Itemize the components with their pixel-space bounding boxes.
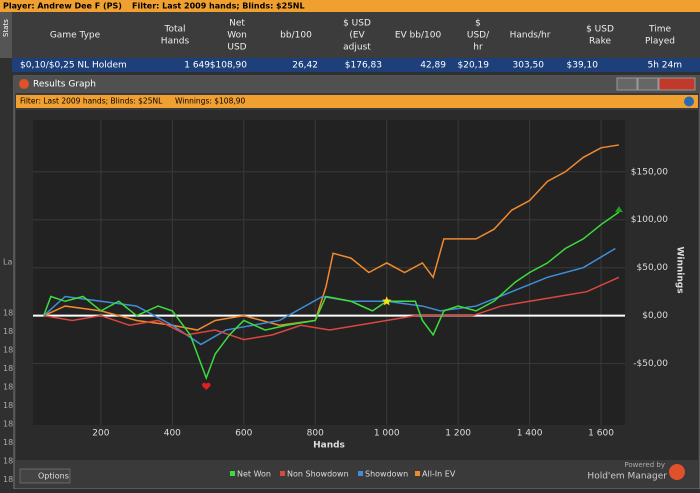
legend-swatch [415,471,420,476]
options-label: Options [38,472,69,481]
column-header: USD/ [467,31,490,41]
column-header: Hands/hr [510,31,551,41]
y-tick-label: $0,00 [642,311,668,321]
column-header: Total [163,25,185,35]
table-cell: $176,83 [345,61,382,71]
column-header: EV bb/100 [395,31,442,41]
column-header: Hands [161,37,190,47]
table-cell: $0,10/$0,25 NL Holdem [20,61,127,71]
x-tick-label: 1 200 [445,429,471,439]
y-tick-label: $150,00 [631,167,668,177]
column-header: Net [229,19,245,29]
column-header: $ [475,19,481,29]
dynamic: Game Type Total Hands Net Won USD bb/100 $ USD (… [3,19,685,485]
left-fragment: 18 [3,457,13,466]
column-header: $ USD [586,25,614,35]
table-cell: 42,89 [420,61,446,71]
column-header: Won [227,31,247,41]
left-fragment: 18 [3,327,13,336]
table-header [0,12,700,58]
column-header: Rake [589,37,611,47]
app-icon [19,79,29,89]
window-filter: Filter: Last 2009 hands; Blinds: $25NL [20,97,163,106]
table-cell: 1 649 [184,61,210,71]
left-fragment: 18 [3,309,13,318]
close-button[interactable] [658,77,696,91]
column-header: hr [473,43,483,53]
legend-swatch [230,471,235,476]
legend-label: Net Won [237,470,271,479]
side-tab[interactable] [0,12,12,58]
x-tick-label: 400 [164,429,181,439]
y-tick-label: $50,00 [637,263,669,273]
powered-by: Powered by [624,461,665,469]
y-axis-label: Winnings [675,246,685,293]
left-fragment: 18 [3,401,13,410]
legend-label: Non Showdown [287,470,349,479]
window-filter-bar [16,95,698,108]
legend-swatch [358,471,363,476]
left-fragment: 18 [3,420,13,429]
x-axis-label: Hands [313,441,345,451]
top-bar [0,0,700,12]
top-filter: Filter: Last 2009 hands; Blinds: $25NL [132,2,305,11]
column-header: Played [645,37,675,47]
column-header: adjust [343,43,371,53]
column-header: $ USD [343,19,371,29]
left-fragment: 18 [3,346,13,355]
y-tick-label: $100,00 [631,215,668,225]
help-button[interactable] [684,96,694,107]
legend-label: Showdown [365,470,408,479]
brand-logo [669,464,685,480]
maximize-button[interactable] [637,77,659,91]
table-cell: $20,19 [458,61,490,71]
x-tick-label: 1 000 [374,429,400,439]
left-fragment: 18 [3,364,13,373]
column-header: bb/100 [280,31,312,41]
table-cell: $39,10 [567,61,599,71]
column-header: Time [648,25,671,35]
x-tick-label: 200 [92,429,109,439]
left-fragment: 18 [3,383,13,392]
table-cell: 303,50 [513,61,545,71]
x-tick-label: 1 400 [517,429,543,439]
player: Player: Andrew Dee F (PS) [3,2,122,11]
table-cell: 26,42 [292,61,318,71]
options-button[interactable] [19,468,71,484]
selected-row[interactable] [12,58,700,72]
left-fragment: 18 [3,438,13,447]
table-cell: $108,90 [210,61,247,71]
minimize-button[interactable] [616,77,638,91]
min-marker [202,382,211,391]
star-marker [381,296,392,306]
column-header: (EV [349,31,365,41]
column-header: USD [227,43,246,53]
legend-swatch [280,471,285,476]
window-winnings: Winnings: $108,90 [175,97,246,106]
left-fragment: La [3,258,12,267]
x-tick-label: 800 [307,429,324,439]
column-header: Game Type [50,31,101,41]
y-tick-label: -$50,00 [633,359,668,369]
side-tab-label: Stats [2,19,10,37]
window-title: Results Graph [33,80,96,90]
series-line [43,211,620,381]
brand: Hold'em Manager [587,472,667,482]
legend-label: All-In EV [422,470,456,479]
table-cell: 5h 24m [647,61,682,71]
window-titlebar [14,76,700,93]
left-fragment: 18 [3,475,13,484]
end-marker [614,206,623,213]
series-line [43,276,620,341]
x-tick-label: 1 600 [588,429,614,439]
x-tick-label: 600 [235,429,252,439]
